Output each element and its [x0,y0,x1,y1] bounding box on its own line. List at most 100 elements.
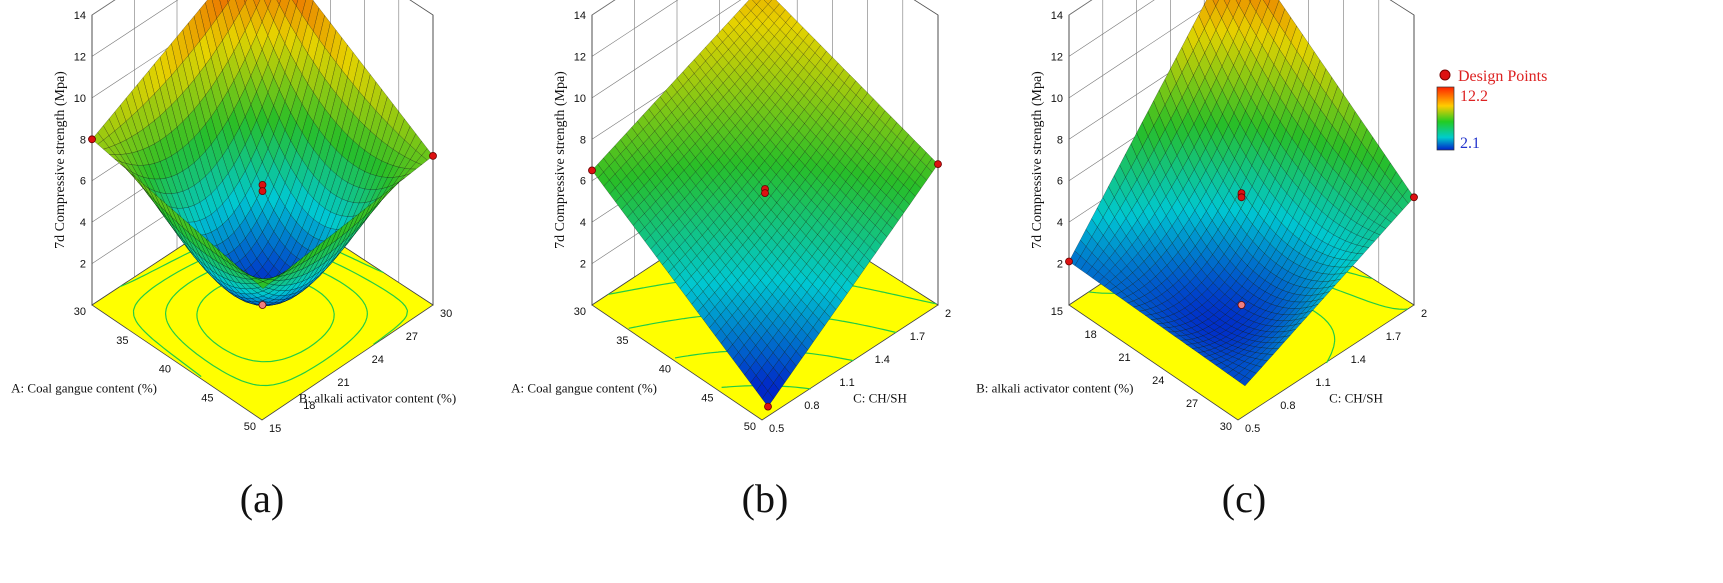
y-tick-label: 21 [337,377,349,389]
y-tick-label: 1.4 [1351,354,1366,366]
z-axis-label: 7d Compressive strength (Mpa) [1030,71,1045,249]
z-tick-label: 4 [80,217,86,229]
x-axis-label: A: Coal gangue content (%) [11,381,157,396]
response-surface [591,0,939,407]
y-axis: 0.5 0.8 1.1 1.4 1.7 2 C: CH/SH [769,308,951,435]
y-axis-label: B: alkali activator content (%) [299,391,456,406]
legend-max-label: 12.2 [1460,88,1488,105]
x-tick-label: 45 [201,392,213,404]
y-axis-label: C: CH/SH [1329,391,1383,406]
design-point [1237,301,1246,309]
z-tick-label: 6 [580,176,586,188]
x-axis-label: A: Coal gangue content (%) [511,381,657,396]
y-axis: 15 18 21 24 27 30 B: alkali activator content … [269,308,456,435]
x-axis: 30 35 40 45 50 A: Coal gangue content (%) [11,306,256,433]
surface-cell [1238,376,1251,387]
z-tick-label: 2 [580,259,586,271]
z-tick-label: 2 [80,259,86,271]
design-point [1065,257,1073,266]
z-tick-label: 10 [1051,93,1063,105]
x-tick-label: 27 [1186,398,1198,410]
z-tick-label: 8 [80,134,86,146]
z-tick-label: 6 [1057,176,1063,188]
x-tick-label: 40 [659,364,671,376]
legend-title: Design Points [1458,68,1547,85]
y-axis-label: C: CH/SH [853,391,907,406]
x-tick-label: 45 [701,392,713,404]
y-axis: 0.5 0.8 1.1 1.4 1.7 2 C: CH/SH [1245,308,1427,435]
x-tick-label: 18 [1085,329,1097,341]
x-tick-label: 30 [574,306,586,318]
z-tick-label: 12 [74,51,86,63]
panel-label-a: (a) [240,476,284,521]
surface-cell [256,281,270,289]
design-point [88,135,96,144]
x-tick-label: 24 [1152,375,1164,387]
x-tick-label: 35 [616,335,628,347]
y-tick-label: 24 [372,354,384,366]
surface-plot-b: 2 4 6 8 10 12 14 7d Compressive strength (Mpa) 3… [511,0,951,435]
response-surface [1068,0,1415,387]
y-tick-label: 0.8 [804,400,819,412]
design-point [761,189,769,198]
x-tick-label: 40 [159,364,171,376]
x-tick-label: 35 [116,335,128,347]
y-tick-label: 2 [945,308,951,320]
y-tick-label: 30 [440,308,452,320]
legend: Design Points 12.2 2.1 [1436,68,1547,152]
z-tick-label: 4 [1057,217,1063,229]
x-axis: 30 35 40 45 50 A: Coal gangue content (%) [511,306,756,433]
panel-label-b: (b) [742,476,789,521]
y-tick-label: 1.1 [839,377,854,389]
y-tick-label: 1.7 [1386,331,1401,343]
z-tick-label: 14 [574,10,586,22]
design-point [934,160,942,169]
legend-min-label: 2.1 [1460,135,1480,152]
z-axis-label: 7d Compressive strength (Mpa) [553,71,568,249]
x-tick-label: 30 [1220,421,1232,433]
y-tick-label: 0.5 [1245,423,1260,435]
legend-design-point-marker [1439,69,1451,81]
z-tick-label: 12 [574,51,586,63]
design-point [1237,193,1246,202]
y-tick-label: 1.1 [1315,377,1330,389]
design-point [1410,193,1418,202]
z-tick-label: 14 [1051,10,1063,22]
z-tick-label: 2 [1057,259,1063,271]
x-tick-label: 30 [74,306,86,318]
y-tick-label: 15 [269,423,281,435]
y-tick-label: 0.5 [769,423,784,435]
z-tick-label: 10 [74,93,86,105]
z-axis-label: 7d Compressive strength (Mpa) [53,71,68,249]
design-point [588,166,596,175]
y-tick-label: 1.7 [910,331,925,343]
y-tick-label: 2 [1421,308,1427,320]
x-tick-label: 50 [744,421,756,433]
x-axis: 15 18 21 24 27 30 B: alkali activator content … [976,306,1232,433]
z-tick-label: 10 [574,93,586,105]
panel-label-c: (c) [1222,476,1266,521]
z-tick-label: 14 [74,10,86,22]
z-tick-label: 8 [1057,134,1063,146]
y-tick-label: 0.8 [1280,400,1295,412]
z-tick-label: 6 [80,176,86,188]
x-tick-label: 15 [1051,306,1063,318]
z-axis: 2 4 6 8 10 12 14 7d Compressive strength (Mpa) [53,10,86,271]
z-axis: 2 4 6 8 10 12 14 7d Compressive strength (Mpa) [1030,10,1063,271]
z-tick-label: 8 [580,134,586,146]
y-tick-label: 27 [406,331,418,343]
y-tick-label: 1.4 [875,354,890,366]
design-point [764,402,772,411]
x-tick-label: 50 [244,421,256,433]
y-tick-label: 18 [303,400,315,412]
z-axis: 2 4 6 8 10 12 14 7d Compressive strength (Mpa) [553,10,586,271]
design-point [429,151,437,160]
design-point [258,301,267,309]
x-tick-label: 21 [1118,352,1130,364]
response-surface [91,0,434,306]
x-axis-label: B: alkali activator content (%) [976,381,1133,396]
z-tick-label: 4 [580,217,586,229]
